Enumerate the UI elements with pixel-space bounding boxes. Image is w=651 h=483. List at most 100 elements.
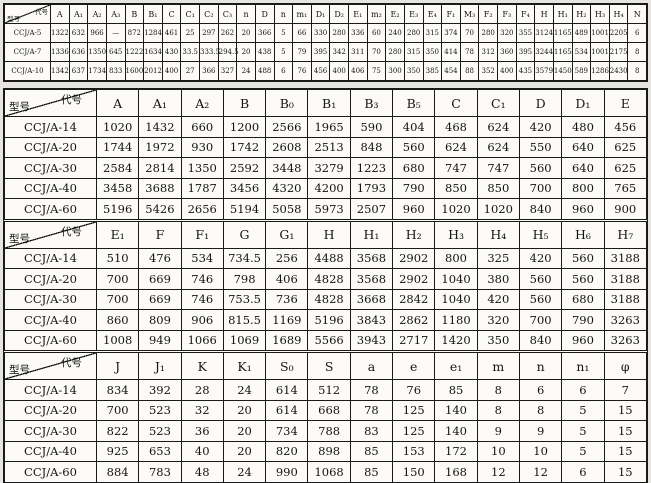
value-cell: 512: [307, 379, 351, 401]
column-header: M₃: [459, 4, 480, 24]
value-cell: 1342: [50, 61, 70, 81]
column-header: E₃: [403, 4, 424, 24]
value-cell: 3843: [349, 309, 394, 331]
value-cell: 300: [385, 61, 405, 81]
value-cell: 2608: [265, 136, 309, 158]
value-cell: 28: [180, 379, 224, 401]
value-cell: 668: [307, 399, 351, 421]
value-cell: 534: [571, 42, 592, 62]
value-cell: 680: [561, 288, 605, 310]
diagonal-label-model: 型号: [9, 101, 30, 113]
value-cell: 736: [265, 288, 309, 310]
value-cell: 637: [68, 61, 89, 81]
value-cell: 700: [518, 309, 563, 331]
row-header-model: CCJ/A-60: [4, 329, 97, 352]
value-cell: 990: [265, 461, 309, 483]
value-cell: 9: [476, 420, 520, 442]
value-cell: 560: [518, 288, 563, 310]
value-cell: 5058: [265, 198, 309, 221]
column-header: e₁: [434, 350, 478, 380]
value-cell: 640: [561, 136, 605, 158]
value-cell: 79: [292, 42, 312, 62]
value-cell: 614: [265, 399, 309, 421]
column-header: D₁: [561, 89, 605, 117]
value-cell: 1350: [87, 42, 107, 62]
column-header: e: [392, 350, 436, 380]
value-cell: 468: [434, 116, 478, 138]
column-header: A₂: [180, 89, 224, 117]
row-header-model: CCJ/A-20: [4, 268, 97, 290]
value-cell: 5196: [95, 198, 140, 221]
row-header-model: CCJ/A-20: [4, 399, 97, 421]
value-cell: 360: [497, 42, 517, 62]
value-cell: 7: [603, 379, 648, 401]
value-cell: 1068: [307, 461, 351, 483]
diagonal-label-model: 型号: [9, 364, 30, 376]
column-header: n: [236, 4, 256, 24]
value-cell: 669: [138, 288, 182, 310]
value-cell: 400: [161, 61, 182, 81]
column-header: D: [254, 4, 275, 24]
column-header: H₆: [561, 218, 605, 249]
value-cell: 872: [124, 23, 145, 43]
column-header: S: [307, 350, 351, 380]
column-header: F₂: [478, 4, 498, 24]
value-cell: 320: [497, 23, 517, 43]
value-cell: 949: [138, 329, 182, 352]
value-cell: 172: [434, 440, 478, 462]
value-cell: 8: [518, 399, 563, 421]
value-cell: 925: [95, 440, 140, 462]
value-cell: 88: [459, 61, 480, 81]
value-cell: 625: [603, 136, 648, 158]
value-cell: 1286: [590, 61, 610, 81]
value-cell: 406: [265, 268, 309, 290]
value-cell: 960: [561, 198, 605, 221]
column-header: C: [434, 89, 478, 117]
column-header: B₅: [392, 89, 436, 117]
value-cell: 280: [403, 23, 424, 43]
value-cell: 315: [422, 23, 443, 43]
value-cell: 78: [349, 379, 394, 401]
value-cell: 783: [138, 461, 182, 483]
column-header: A: [95, 89, 140, 117]
value-cell: 36: [180, 420, 224, 442]
value-cell: 2507: [349, 198, 394, 221]
value-cell: 700: [95, 399, 140, 421]
value-cell: 850: [434, 177, 478, 199]
value-cell: 350: [476, 329, 520, 352]
table-row: CCJ/A-30 2584 2814 1350 2592 3448 3279 1223 680 7…: [4, 157, 648, 179]
value-cell: 414: [441, 42, 461, 62]
table-row: CCJ/A-20 1744 1972 930 1742 2608 2513 848 560 624…: [4, 136, 648, 158]
column-header: a: [349, 350, 394, 380]
value-cell: 476: [138, 247, 182, 269]
value-cell: 140: [434, 420, 478, 442]
diagonal-header-cell: 代号 型号: [4, 218, 97, 249]
value-cell: 560: [392, 136, 436, 158]
column-header: E₁: [95, 218, 140, 249]
value-cell: 342: [329, 42, 349, 62]
value-cell: 2592: [222, 157, 267, 179]
row-header-model: CCJ/A-60: [4, 461, 97, 483]
column-header: J₁: [138, 350, 182, 380]
value-cell: 747: [476, 157, 520, 179]
value-cell: 1734: [87, 61, 107, 81]
value-cell: 78: [459, 42, 480, 62]
value-cell: 60: [366, 23, 387, 43]
value-cell: 560: [518, 157, 563, 179]
value-cell: 2862: [392, 309, 436, 331]
value-cell: 480: [561, 116, 605, 138]
value-cell: 4200: [307, 177, 351, 199]
column-header: N: [627, 4, 647, 24]
value-cell: 125: [392, 420, 436, 442]
column-header: D₁: [310, 4, 331, 24]
value-cell: 2902: [392, 247, 436, 269]
value-cell: 523: [138, 399, 182, 421]
value-cell: 435: [515, 61, 536, 81]
table-row: CCJ/A-20 700 523 32 20 614 668 78 125 140 8 8 5 15: [4, 399, 648, 421]
row-header-model: CCJ/A-60: [4, 198, 97, 221]
row-header-model: CCJ/A-14: [4, 379, 97, 401]
column-header: C₃: [217, 4, 238, 24]
value-cell: 15: [603, 399, 648, 421]
value-cell: 645: [105, 42, 126, 62]
value-cell: 168: [434, 461, 478, 483]
